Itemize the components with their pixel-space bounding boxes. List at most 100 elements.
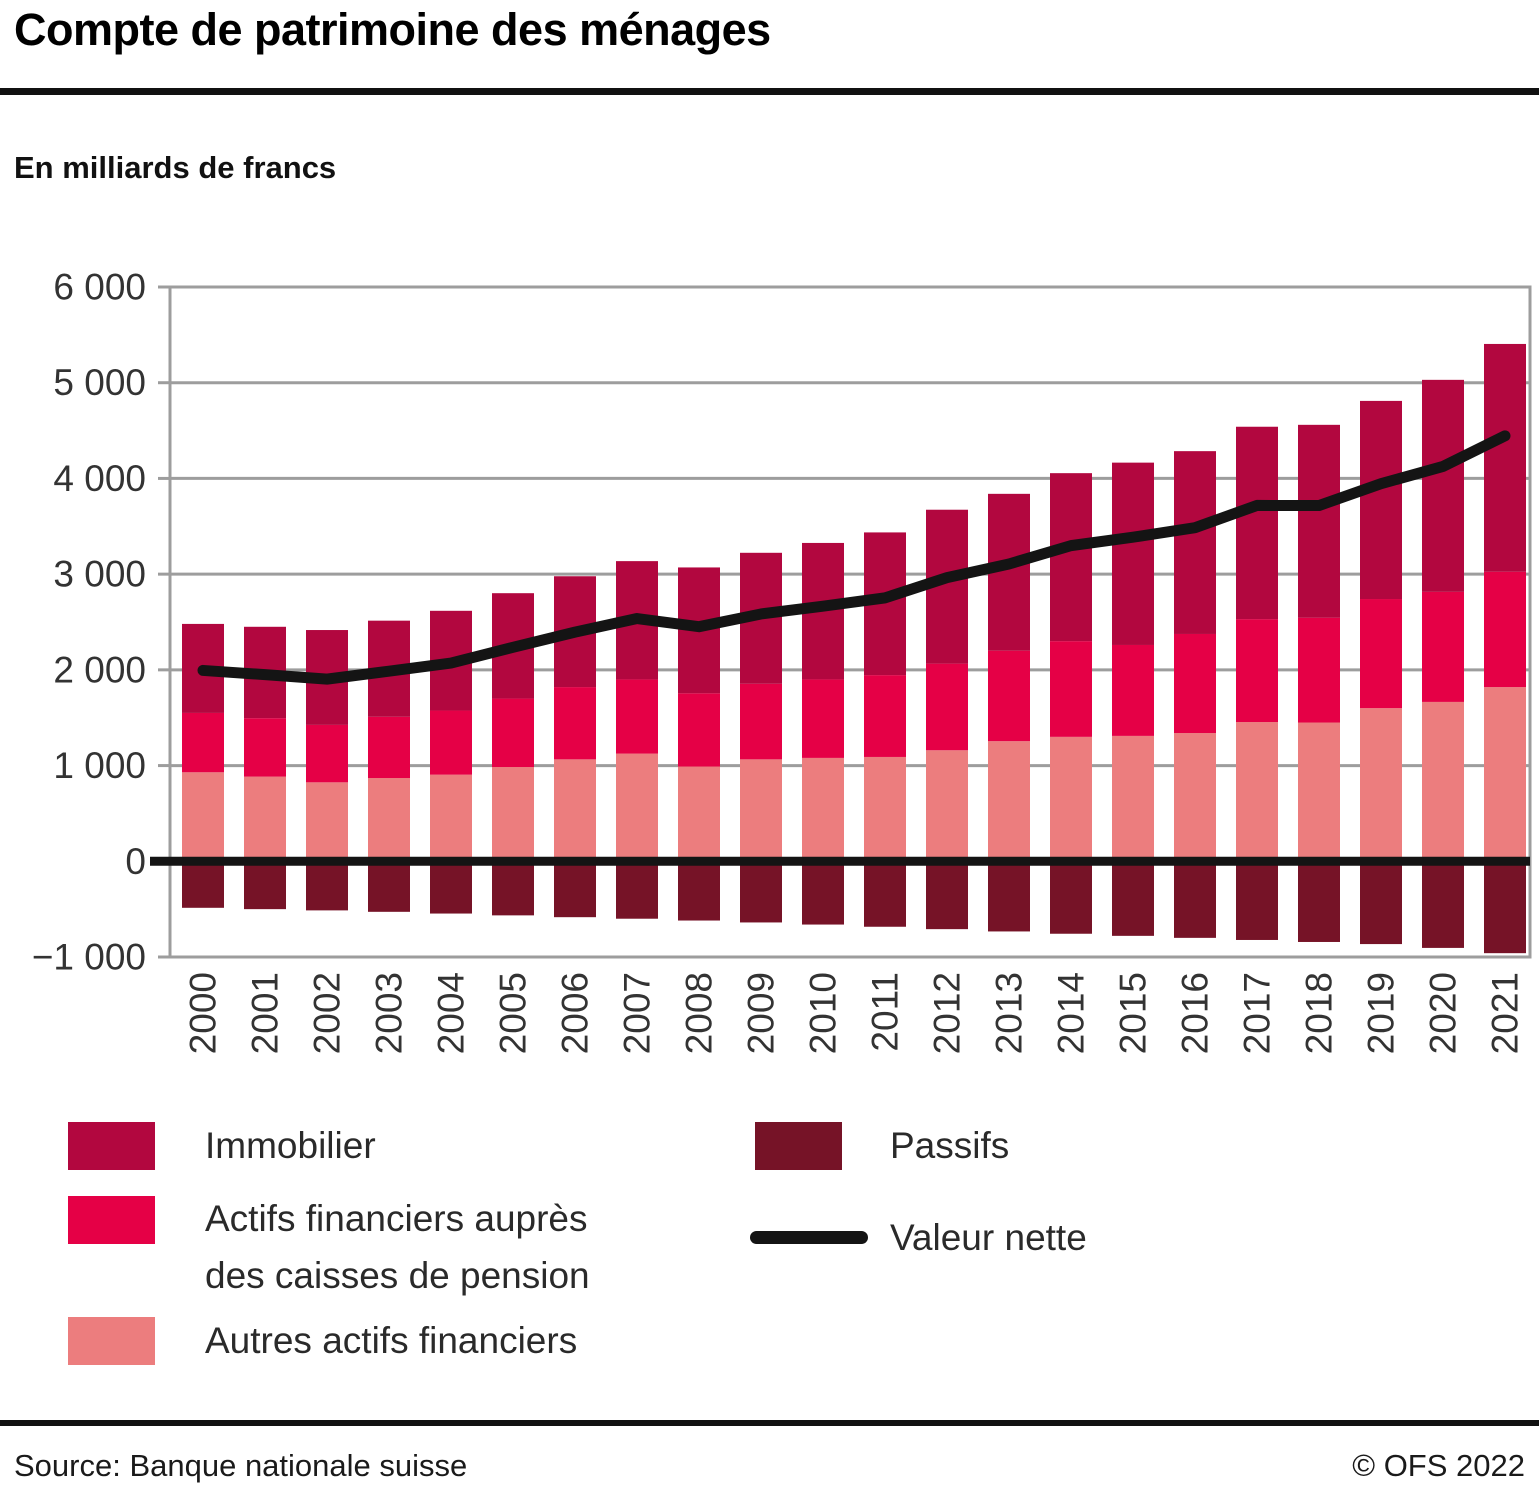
bar-segment: [1298, 722, 1340, 862]
y-tick-label: 6 000: [53, 267, 146, 308]
x-tick-label: 2021: [1485, 972, 1526, 1054]
bar-segment: [430, 861, 472, 914]
copyright-text: © OFS 2022: [1352, 1448, 1525, 1483]
bar-segment: [1112, 861, 1154, 936]
net-worth-line: [197, 430, 1511, 685]
bar-segment: [1360, 599, 1402, 709]
x-tick-label: 2000: [183, 972, 224, 1054]
bar-segment: [1050, 861, 1092, 934]
bar-segment: [1422, 379, 1464, 592]
bar-segment: [864, 756, 906, 862]
source-text: Source: Banque nationale suisse: [14, 1448, 468, 1483]
bar-segment: [244, 718, 286, 777]
legend-line-valeur-nette: [750, 1231, 868, 1244]
bar-segment: [1484, 343, 1526, 572]
bar-segment: [1236, 722, 1278, 862]
bar-segment: [306, 782, 348, 862]
x-tick-label: 2010: [803, 972, 844, 1054]
bar-segment: [1298, 617, 1340, 723]
bar-segment: [1112, 644, 1154, 736]
bar-segment: [1174, 633, 1216, 734]
bar-segment: [926, 861, 968, 930]
bar-segment: [368, 716, 410, 779]
bar-segment: [244, 776, 286, 862]
bar-segment: [1236, 619, 1278, 723]
x-tick-label: 2013: [989, 972, 1030, 1054]
chart-svg: −1 000 0 1 000 2 000 3 000 4 000 5 000 6 000 200…: [32, 267, 1532, 1054]
legend: Immobilier Actifs financiers auprès des …: [0, 1090, 1539, 1390]
bar-segment: [740, 861, 782, 923]
bar-segment: [1422, 591, 1464, 702]
legend-swatch-pension: [68, 1196, 155, 1244]
bar-segment: [678, 861, 720, 921]
x-tick-label: 2014: [1051, 972, 1092, 1054]
bar-segment: [1112, 735, 1154, 862]
bar-segment: [1236, 426, 1278, 620]
bar-segment: [1484, 571, 1526, 688]
bar-segment: [244, 861, 286, 910]
bar-segment: [492, 698, 534, 768]
x-tick-label: 2003: [369, 972, 410, 1054]
x-tick-label: 2019: [1361, 972, 1402, 1054]
legend-swatch-immobilier: [68, 1122, 155, 1170]
y-tick-label: 1 000: [53, 745, 146, 786]
y-tick-label: 2 000: [53, 649, 146, 690]
bar-segment: [430, 710, 472, 775]
bar-segment: [1174, 733, 1216, 862]
bar-segment: [988, 741, 1030, 862]
y-tick-label: 0: [125, 841, 146, 882]
bar-segment: [492, 767, 534, 862]
bar-segment: [988, 861, 1030, 932]
title-divider: [0, 88, 1539, 95]
legend-label-pension-line1: Actifs financiers auprès: [205, 1198, 588, 1239]
x-tick-label: 2006: [555, 972, 596, 1054]
legend-label-autres: Autres actifs financiers: [205, 1320, 578, 1361]
bar-segment: [802, 861, 844, 925]
bar-segment: [492, 861, 534, 916]
x-tick-label: 2016: [1175, 972, 1216, 1054]
x-tick-label: 2012: [927, 972, 968, 1054]
bar-segment: [1298, 424, 1340, 618]
x-tick-label: 2017: [1237, 972, 1278, 1054]
x-tick-label: 2018: [1299, 972, 1340, 1054]
legend-label-pension: Actifs financiers auprès des caisses de …: [205, 1190, 590, 1304]
x-tick-label: 2011: [865, 972, 906, 1052]
legend-label-passifs: Passifs: [890, 1125, 1010, 1166]
x-tick-label: 2008: [679, 972, 720, 1054]
bar-segment: [1174, 451, 1216, 634]
bar-segment: [616, 679, 658, 754]
bar-segment: [306, 724, 348, 783]
footer-divider: [0, 1420, 1539, 1426]
bar-segment: [182, 712, 224, 773]
bar-segment: [182, 772, 224, 862]
bar-segment: [1236, 861, 1278, 940]
x-tick-label: 2004: [431, 972, 472, 1054]
page-title: Compte de patrimoine des ménages: [14, 4, 771, 55]
bar-segment: [1422, 701, 1464, 862]
chart-unit-label: En milliards de francs: [14, 150, 337, 185]
bar-segment: [1422, 861, 1464, 948]
legend-label-immobilier: Immobilier: [205, 1125, 376, 1166]
legend-label-pension-line2: des caisses de pension: [205, 1255, 590, 1296]
bar-segment: [368, 778, 410, 862]
bar-segment: [430, 774, 472, 862]
bar-segment: [802, 757, 844, 862]
y-tick-label: −1 000: [32, 937, 146, 978]
x-tick-label: 2015: [1113, 972, 1154, 1054]
x-tick-label: 2001: [245, 972, 286, 1054]
bar-segment: [1112, 462, 1154, 645]
bar-segment: [988, 650, 1030, 742]
y-tick-label: 3 000: [53, 554, 146, 595]
bar-segment: [802, 679, 844, 758]
bar-segment: [616, 861, 658, 919]
bar-segment: [1484, 687, 1526, 862]
y-tick-label: 5 000: [53, 362, 146, 403]
bar-segment: [864, 861, 906, 927]
bar-segment: [554, 759, 596, 862]
bar-segment: [554, 687, 596, 760]
bar-segment: [1298, 861, 1340, 942]
bar-segment: [926, 750, 968, 862]
x-tick-label: 2002: [307, 972, 348, 1054]
x-tick-label: 2009: [741, 972, 782, 1054]
